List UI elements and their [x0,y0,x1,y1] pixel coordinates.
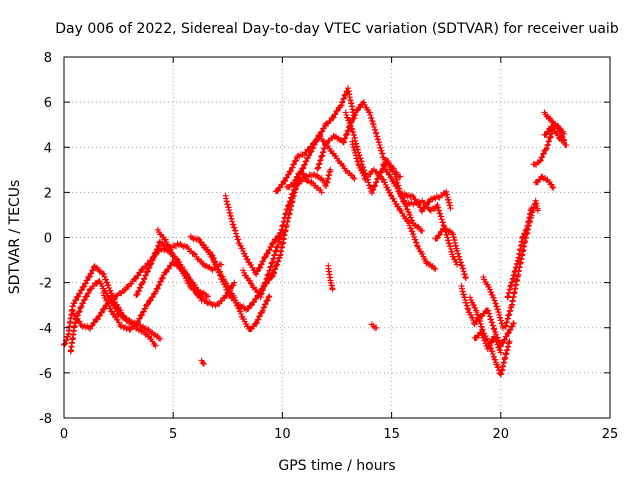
y-tick-label: 0 [44,232,52,247]
x-axis-title: GPS time / hours [278,458,395,474]
x-tick-label: 10 [274,427,291,442]
y-tick-label: -8 [39,412,52,427]
x-tick-labels: 0 5 10 15 20 25 [60,427,618,442]
y-tick-label: -2 [39,277,52,292]
y-tick-label: -6 [39,367,52,382]
chart-title: Day 006 of 2022, Sidereal Day-to-day VTE… [55,21,619,37]
y-tick-label: 8 [44,51,52,66]
y-tick-labels: -8 -6 -4 -2 0 2 4 6 8 [39,51,52,427]
y-tick-label: -4 [39,322,52,337]
x-tick-label: 25 [602,427,619,442]
y-tick-label: 6 [44,96,52,111]
axis-ticks [63,56,611,419]
grid [64,57,610,418]
y-axis-title: SDTVAR / TECUs [7,180,23,295]
data-point-markers [61,85,570,378]
scatter-points [61,85,570,378]
x-tick-label: 0 [60,427,68,442]
x-tick-label: 15 [383,427,400,442]
y-tick-label: 2 [44,186,52,201]
x-tick-label: 20 [493,427,510,442]
y-tick-label: 4 [44,141,52,156]
x-tick-label: 5 [169,427,177,442]
